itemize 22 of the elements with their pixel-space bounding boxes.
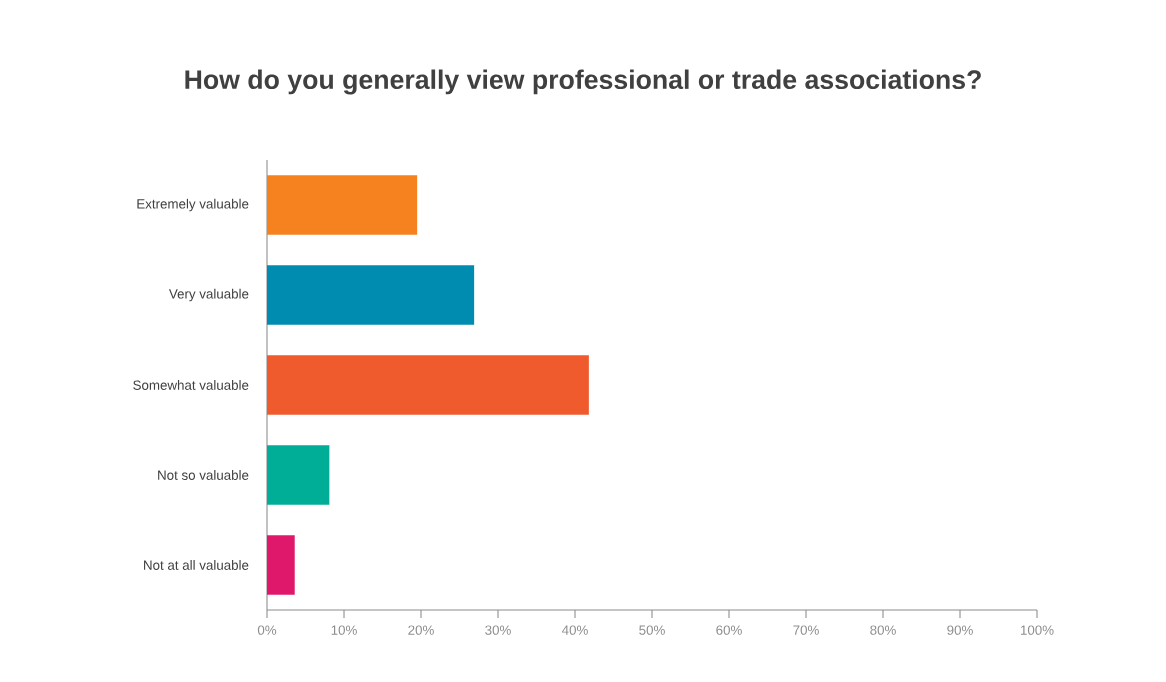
x-tick-label: 40% bbox=[561, 625, 588, 635]
x-tick-label: 30% bbox=[485, 625, 511, 635]
bar bbox=[267, 265, 475, 325]
x-tick-label: 70% bbox=[793, 625, 819, 635]
y-tick-label: Not at all valuable bbox=[144, 560, 249, 570]
x-tick-label: 50% bbox=[639, 625, 665, 635]
bar bbox=[267, 355, 589, 415]
chart-title: How do you generally view professional or trade associations? bbox=[185, 69, 981, 95]
x-tick-label: 90% bbox=[947, 625, 973, 635]
x-tick-label: 10% bbox=[331, 625, 357, 635]
bar bbox=[267, 445, 330, 505]
y-tick-label: Very valuable bbox=[168, 288, 249, 302]
y-tick-label: Somewhat valuable bbox=[133, 380, 249, 390]
x-tick-label: 0% bbox=[257, 625, 277, 635]
x-tick-label: 20% bbox=[408, 625, 434, 635]
x-tick-label: 80% bbox=[870, 625, 896, 635]
y-tick-label: Not so valuable bbox=[158, 470, 249, 480]
bar bbox=[267, 535, 295, 595]
x-tick-label: 100% bbox=[1020, 625, 1054, 635]
y-tick-label: Extremely valuable bbox=[137, 198, 249, 212]
x-tick-label: 60% bbox=[716, 625, 742, 635]
bar bbox=[267, 175, 418, 235]
